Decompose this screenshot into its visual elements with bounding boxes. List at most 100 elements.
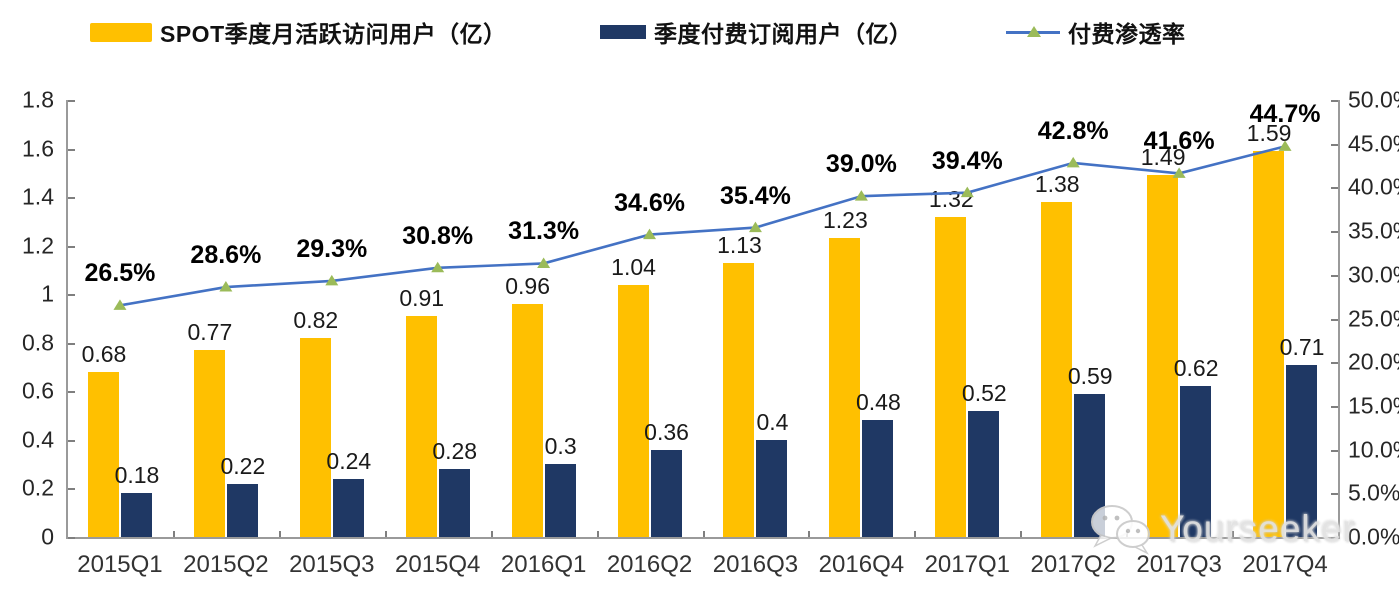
x-axis-label: 2017Q2 [1030, 551, 1116, 578]
x-axis-label: 2015Q4 [395, 551, 481, 578]
subscriber-value-label: 0.24 [326, 447, 372, 474]
subscriber-value-label: 0.48 [855, 389, 901, 416]
mau-value-label: 0.96 [505, 272, 551, 299]
mau-bar [405, 316, 437, 537]
legend-item-penetration: 付费渗透率 [1006, 18, 1186, 47]
right-axis-tick [1331, 100, 1338, 102]
penetration-label: 42.8% [1037, 116, 1109, 145]
x-axis-label: 2016Q3 [712, 551, 799, 578]
subscriber-bar [1180, 386, 1212, 537]
y-axis-tick-label: 0.2 [22, 474, 54, 501]
mau-bar [935, 216, 967, 537]
mau-legend-swatch [90, 22, 152, 42]
left-axis-tick [68, 197, 75, 200]
triangle-marker [748, 221, 762, 233]
y-axis-tick-label: 0.4 [22, 426, 54, 453]
y-axis-tick-label: 0 [41, 523, 54, 550]
x-axis-line [66, 537, 1340, 539]
right-axis-tick [1331, 231, 1338, 234]
x-axis-tick [702, 531, 705, 537]
subscriber-bar [968, 410, 1000, 537]
mau-bar [87, 371, 119, 537]
legend-item-mau: SPOT季度月活跃访问用户（亿） [90, 18, 507, 47]
right-axis-tick [1331, 274, 1338, 277]
subscriber-bar [120, 493, 152, 537]
y-axis-tick-label: 1.2 [22, 232, 54, 259]
y-axis-tick-label: 1.4 [22, 183, 54, 210]
penetration-label: 39.0% [825, 150, 897, 179]
right-axis-tick [1331, 143, 1338, 146]
penetration-polyline [119, 145, 1286, 307]
x-axis-label: 2015Q3 [289, 551, 375, 578]
penetration-legend-label: 付费渗透率 [1068, 21, 1186, 47]
mau-bar [511, 303, 543, 537]
wechat-icon [1091, 505, 1150, 555]
right-axis-tick-label: 5.0% [1348, 479, 1399, 506]
right-axis-tick-label: 10.0% [1348, 436, 1399, 463]
mau-value-label: 0.91 [399, 285, 445, 312]
left-axis-tick [68, 100, 75, 102]
mau-bar [193, 350, 225, 537]
right-axis-tick [1331, 318, 1338, 321]
right-axis-tick-label: 20.0% [1348, 348, 1399, 375]
x-axis-label: 2016Q4 [818, 551, 905, 578]
left-axis-tick [68, 245, 75, 248]
right-axis-tick-label: 40.0% [1348, 173, 1399, 200]
triangle-marker [431, 261, 445, 273]
mau-value-label: 1.04 [611, 253, 656, 280]
right-axis-tick [1331, 362, 1338, 365]
right-axis-tick-label: 45.0% [1348, 130, 1399, 157]
subscriber-value-label: 0.4 [756, 408, 789, 435]
triangle-marker [325, 274, 339, 286]
mau-bar [299, 337, 331, 537]
mau-value-label: 1.38 [1034, 170, 1080, 197]
x-axis-tick [596, 531, 599, 537]
penetration-label: 39.4% [931, 146, 1003, 175]
x-axis-tick [808, 531, 811, 537]
mau-value-label: 0.68 [81, 340, 127, 367]
right-axis-line [1338, 100, 1340, 537]
x-axis-tick [384, 531, 387, 537]
y-axis-tick-label: 0.8 [22, 329, 54, 356]
watermark: Yourseeker [1088, 503, 1356, 555]
triangle-marker [1066, 156, 1080, 168]
penetration-label: 34.6% [614, 188, 685, 217]
x-axis-tick [172, 531, 175, 537]
right-axis-tick-label: 25.0% [1348, 305, 1399, 331]
subscriber-value-label: 0.3 [544, 433, 577, 460]
subscriber-bar [544, 464, 576, 537]
right-axis-tick-label: 15.0% [1348, 392, 1399, 419]
right-axis-tick-label: 30.0% [1348, 261, 1399, 288]
subscriber-value-label: 0.71 [1279, 333, 1325, 360]
right-axis-tick [1331, 449, 1338, 452]
penetration-label: 30.8% [402, 221, 474, 250]
x-axis-label: 2016Q2 [606, 551, 693, 578]
mau-bar [617, 284, 649, 537]
right-axis-tick [1331, 405, 1338, 408]
y-axis-tick-label: 1 [41, 280, 54, 307]
subscriber-value-label: 0.52 [961, 379, 1007, 406]
legend-item-subscribers: 季度付费订阅用户（亿） [600, 18, 913, 47]
subscriber-bar [756, 439, 788, 537]
x-axis-label: 2016Q1 [500, 551, 587, 578]
mau-value-label: 1.32 [928, 185, 974, 212]
triangle-marker [113, 299, 127, 310]
x-axis-tick [1020, 531, 1023, 537]
penetration-label: 35.4% [720, 181, 791, 210]
x-axis-label: 2017Q1 [924, 551, 1010, 578]
x-axis-tick [914, 531, 917, 537]
triangle-marker [219, 281, 233, 292]
triangle-marker [854, 190, 868, 201]
penetration-label: 41.6% [1143, 127, 1215, 156]
mau-value-label: 1.13 [717, 231, 762, 258]
subscriber-bar [438, 469, 470, 537]
left-axis-tick [68, 342, 75, 345]
left-axis-line [66, 100, 68, 537]
y-axis-tick-label: 1.8 [22, 86, 54, 113]
x-axis-tick [490, 531, 493, 537]
subscriber-value-label: 0.28 [432, 438, 478, 465]
right-axis-tick [1331, 537, 1338, 539]
triangle-marker [643, 228, 657, 240]
subscriber-bar [862, 420, 894, 537]
